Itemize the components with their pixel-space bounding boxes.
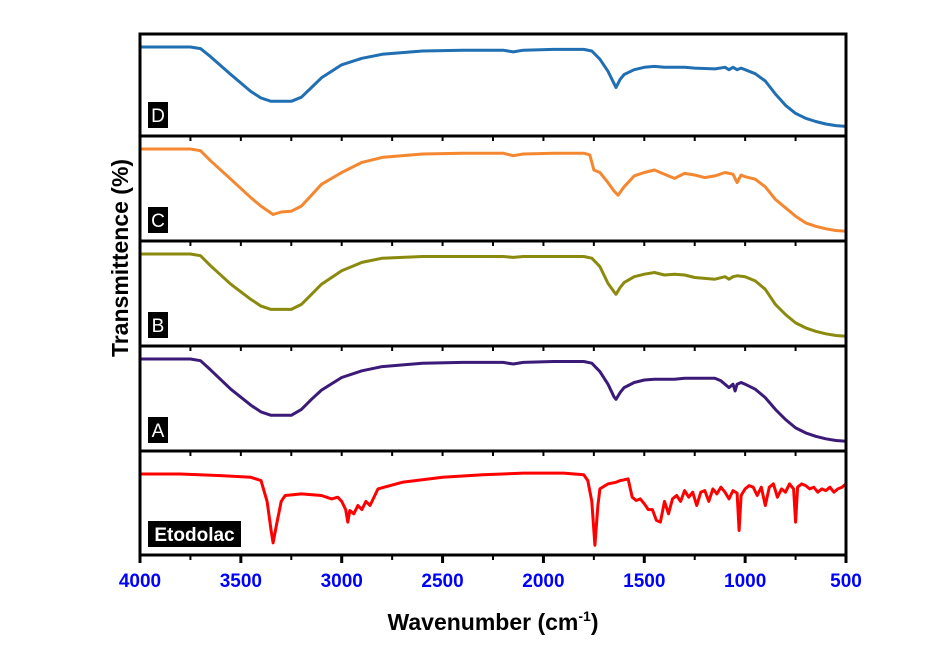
panel-label: A bbox=[152, 421, 165, 442]
x-tick-label: 4000 bbox=[119, 571, 161, 592]
panel-label: C bbox=[151, 211, 165, 232]
panel-b: B bbox=[138, 252, 848, 338]
panel-d: D bbox=[138, 45, 848, 128]
x-axis-tick-labels: 4000 3500 3000 2500 2000 1500 1000 500 bbox=[119, 571, 862, 592]
x-axis-title-close: ) bbox=[591, 609, 599, 635]
x-axis-title: Wavenumber (cm-1) bbox=[388, 608, 599, 635]
series-line-c bbox=[138, 147, 848, 233]
panel-label-box bbox=[148, 207, 168, 233]
panel-label-box bbox=[148, 312, 168, 338]
panel-label-box bbox=[148, 417, 168, 443]
series-line-etodolac bbox=[138, 471, 848, 547]
y-axis-title: Transmittence (%) bbox=[107, 159, 133, 357]
x-tick-label: 3000 bbox=[321, 571, 363, 592]
series-line-d bbox=[138, 45, 848, 128]
x-tick-label: 2500 bbox=[421, 571, 463, 592]
panel-c: C bbox=[138, 147, 848, 233]
panel-label: Etodolac bbox=[154, 525, 235, 546]
x-axis-title-sup: -1 bbox=[578, 608, 591, 624]
x-axis-ticks bbox=[138, 555, 848, 563]
x-tick-label: 500 bbox=[830, 571, 862, 592]
panel-a: A bbox=[138, 357, 848, 443]
panel-label: D bbox=[151, 106, 165, 127]
x-tick-label: 1000 bbox=[724, 571, 766, 592]
panels: D C B A Etodolac bbox=[138, 45, 848, 547]
panel-label: B bbox=[152, 316, 165, 337]
panel-label-box bbox=[148, 521, 241, 547]
x-tick-label: 3500 bbox=[220, 571, 262, 592]
panel-label-box bbox=[148, 102, 168, 128]
series-line-a bbox=[138, 357, 848, 443]
x-tick-label: 2000 bbox=[522, 571, 564, 592]
series-line-b bbox=[138, 252, 848, 338]
x-tick-label: 1500 bbox=[623, 571, 665, 592]
x-axis-title-main: Wavenumber (cm bbox=[388, 609, 579, 635]
plot-frame bbox=[138, 32, 848, 557]
panel-etodolac: Etodolac bbox=[138, 471, 848, 547]
